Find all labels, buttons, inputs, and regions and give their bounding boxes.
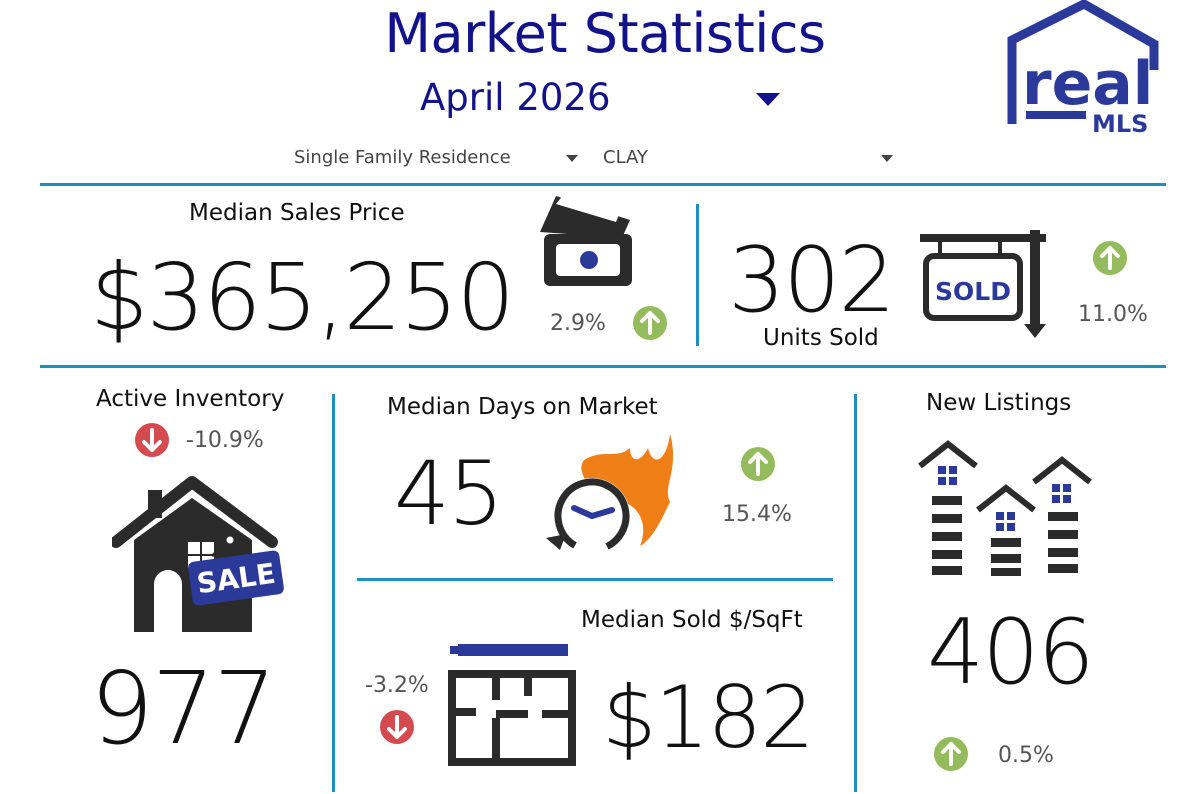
house-sale-icon: SALE: [110, 476, 284, 636]
realmls-logo: real MLS: [1004, 0, 1164, 138]
divider-vertical-top: [696, 204, 699, 346]
new-listings-change: 0.5%: [998, 743, 1054, 768]
median-sqft-value: $182: [602, 668, 815, 768]
page-title: Market Statistics: [384, 2, 826, 65]
divider-center: [357, 578, 833, 581]
divider-top: [40, 183, 1166, 186]
active-inventory-change: -10.9%: [186, 428, 264, 453]
median-sales-price-label: Median Sales Price: [189, 200, 405, 226]
new-listings-value: 406: [927, 600, 1095, 705]
median-sales-price-up-arrow-icon: [633, 306, 667, 340]
month-select[interactable]: April 2026: [420, 76, 611, 119]
units-sold-up-arrow-icon: [1093, 241, 1127, 275]
new-listings-up-arrow-icon: [934, 737, 968, 771]
county-filter[interactable]: CLAY: [603, 147, 648, 168]
county-caret-icon[interactable]: [881, 155, 893, 162]
new-listings-label: New Listings: [926, 390, 1072, 416]
active-inventory-down-arrow-icon: [135, 423, 169, 457]
floorplan-icon: [446, 638, 578, 766]
houses-icon: [916, 440, 1096, 576]
median-sqft-change: -3.2%: [365, 673, 429, 698]
sold-sign-icon: SOLD: [918, 228, 1058, 340]
active-inventory-label: Active Inventory: [96, 386, 285, 412]
median-days-up-arrow-icon: [741, 447, 775, 481]
median-sqft-down-arrow-icon: [380, 710, 414, 744]
median-sales-price-value: $365,250: [90, 244, 515, 351]
median-sales-price-change: 2.9%: [550, 311, 606, 336]
median-days-change: 15.4%: [722, 502, 792, 527]
median-days-label: Median Days on Market: [387, 394, 658, 420]
property-type-filter[interactable]: Single Family Residence: [294, 147, 511, 168]
divider-vertical-right: [854, 394, 857, 792]
median-sqft-label: Median Sold $/SqFt: [581, 607, 803, 633]
median-days-value: 45: [394, 442, 504, 545]
active-inventory-value: 977: [90, 650, 277, 767]
divider-middle: [40, 365, 1166, 368]
sold-sign-text: SOLD: [935, 277, 1011, 306]
units-sold-label: Units Sold: [763, 325, 879, 351]
divider-vertical-left: [332, 394, 335, 792]
logo-word: real: [1022, 49, 1153, 119]
units-sold-value: 302: [728, 228, 896, 333]
fire-clock-icon: [544, 430, 676, 558]
month-dropdown-caret-icon[interactable]: [756, 93, 780, 106]
logo-sub: MLS: [1092, 110, 1148, 138]
property-type-caret-icon[interactable]: [566, 155, 578, 162]
money-icon: [534, 190, 634, 290]
units-sold-change: 11.0%: [1078, 302, 1148, 327]
